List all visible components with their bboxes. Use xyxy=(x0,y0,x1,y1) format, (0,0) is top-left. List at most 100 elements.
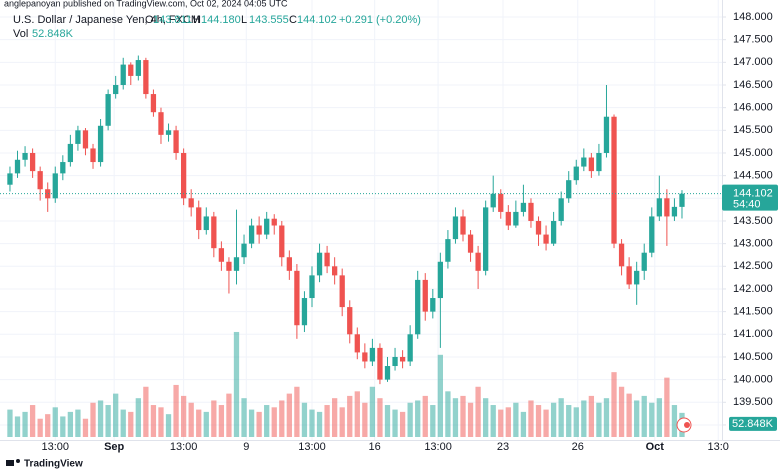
candle-body xyxy=(490,193,496,208)
volume-bar xyxy=(165,414,172,437)
candle-body xyxy=(286,257,292,271)
volume-bar xyxy=(603,398,610,437)
volume-bar xyxy=(226,393,232,437)
candle-body xyxy=(377,347,383,380)
volume-bar xyxy=(75,409,81,437)
volume-bar xyxy=(634,400,640,437)
candle-body xyxy=(143,60,149,95)
candle-body xyxy=(581,157,587,167)
candle-body xyxy=(105,94,111,126)
volume-bar xyxy=(135,398,141,437)
legend-value: 144.102 xyxy=(297,14,337,26)
candle-body xyxy=(603,116,610,153)
candle-body xyxy=(165,130,172,135)
volume-bar xyxy=(354,391,360,437)
y-tick-label: 147.500 xyxy=(733,34,773,46)
candle-body xyxy=(52,173,58,199)
volume-bar xyxy=(369,386,376,437)
candle-body xyxy=(218,248,225,262)
candle-body xyxy=(279,225,285,258)
candle-body xyxy=(543,234,549,244)
volume-bar xyxy=(22,411,28,437)
candle-body xyxy=(97,125,104,163)
legend-value: 143.555 xyxy=(249,14,289,26)
y-tick-label: 140.500 xyxy=(733,351,773,363)
volume-bar xyxy=(664,377,670,437)
volume-bar xyxy=(415,400,421,437)
candle-body xyxy=(656,198,662,217)
volume-bar xyxy=(316,411,323,437)
candle-body xyxy=(339,275,345,308)
volume-bar xyxy=(90,402,96,437)
candle-body xyxy=(203,216,209,231)
candle-body xyxy=(362,352,368,362)
chart-title: U.S. Dollar / Japanese Yen, 4h, FXCM xyxy=(13,14,200,26)
volume-bar xyxy=(407,402,413,437)
volume-bar xyxy=(45,414,51,437)
candle-body xyxy=(120,64,126,85)
candle-body xyxy=(264,218,270,235)
candle-body xyxy=(332,266,338,276)
candle-body xyxy=(415,279,421,335)
alert-dot[interactable] xyxy=(684,422,690,428)
candle-body xyxy=(618,243,625,267)
volume-bar xyxy=(241,398,247,437)
volume-legend-value: 52.848K xyxy=(32,28,74,40)
attribution: anglepanoyan published on TradingView.co… xyxy=(4,0,288,8)
y-tick-label: 141.500 xyxy=(733,306,773,318)
legend-value: 144.180 xyxy=(201,14,241,26)
volume-bar xyxy=(67,411,74,437)
volume-bar xyxy=(29,405,36,437)
candle-body xyxy=(626,266,632,285)
volume-bar xyxy=(332,398,338,437)
x-tick-label: 13:00 xyxy=(424,441,452,453)
legend-key: L xyxy=(241,14,247,26)
x-tick-label: 13:00 xyxy=(170,441,198,453)
volume-bar xyxy=(430,405,436,437)
volume-bar xyxy=(294,386,300,437)
countdown: 54:40 xyxy=(733,199,761,211)
candle-body xyxy=(528,202,534,221)
volume-bar xyxy=(196,409,202,437)
volume-title: Vol xyxy=(13,28,28,40)
candle-body xyxy=(233,257,240,271)
y-tick-label: 148.000 xyxy=(733,11,773,23)
x-tick-label: Sep xyxy=(104,441,124,453)
logo-text: TradingView xyxy=(24,459,83,470)
ohlc-legend: O 143.811 H 144.180 L 143.555 C 144.102 +0.291 (… xyxy=(145,14,421,26)
x-tick-label: 9 xyxy=(243,441,249,453)
candle-body xyxy=(211,216,217,249)
volume-bar xyxy=(324,405,330,437)
volume-bar xyxy=(513,402,519,437)
candle-body xyxy=(445,239,451,262)
candle-body xyxy=(301,298,308,326)
volume-bar xyxy=(218,405,225,437)
volume-bar xyxy=(445,391,451,437)
candle-body xyxy=(45,189,51,199)
volume-bar xyxy=(143,386,149,437)
y-tick-label: 146.000 xyxy=(733,102,773,114)
logo-mark xyxy=(6,460,14,466)
alert-icon[interactable] xyxy=(676,417,692,433)
volume-bar xyxy=(422,395,428,437)
candle-body xyxy=(384,366,391,380)
candle-body xyxy=(82,130,89,149)
y-tick-label: 142.500 xyxy=(733,260,773,272)
candle-body xyxy=(128,64,134,76)
y-tick-label: 141.000 xyxy=(733,328,773,340)
volume-bar xyxy=(105,405,111,437)
volume-bar xyxy=(113,393,119,437)
volume-bar xyxy=(392,409,398,437)
volume-bar xyxy=(384,405,391,437)
volume-bar xyxy=(656,398,662,437)
axes: 139.000139.500140.000140.500141.000141.5… xyxy=(42,11,778,453)
volume-bar xyxy=(339,407,345,437)
candle-body xyxy=(75,130,81,144)
candle-body xyxy=(150,94,157,113)
candle-body xyxy=(180,152,187,199)
candle-body xyxy=(369,347,376,362)
volume-bar xyxy=(37,418,43,437)
candle-body xyxy=(535,220,542,235)
volume-bar xyxy=(286,393,292,437)
volume-bar xyxy=(14,416,21,437)
